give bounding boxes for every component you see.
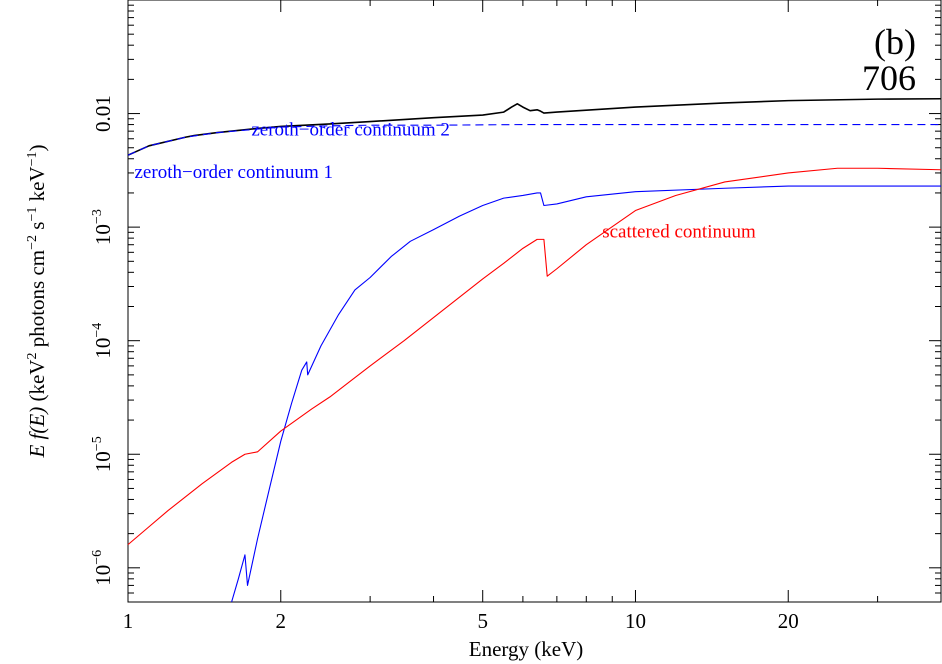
series-line-3 [231,185,941,603]
annotation-label: zeroth−order continuum 1 [135,162,334,183]
y-label-close: ) [25,144,49,151]
y-label-open: (keV [25,360,49,407]
y-tick-base: 10 [91,451,115,472]
x-tick-label: 1 [123,609,134,633]
y-label-expm2: −2 [25,235,40,250]
y-label-expm1: −1 [25,207,40,222]
y-tick-base: 10 [91,338,115,359]
y-tick-label: 10−4 [90,323,115,359]
y-tick-label: 10−5 [90,436,115,472]
y-label-exp2: 2 [25,353,40,360]
panel-label: (b) [874,22,916,62]
y-tick-label: 10−3 [90,209,115,245]
annotation-label: scattered continuum [602,222,756,243]
y-tick-exp: −4 [90,323,105,338]
y-label-kev: keV [25,166,49,206]
axis-ticks [127,0,942,603]
annotations: zeroth−order continuum 2 zeroth−order con… [135,120,756,243]
x-tick-label: 20 [778,609,799,633]
series-line-4 [127,167,942,546]
y-label-photons: photons cm [25,250,49,353]
y-tick-label: 10−6 [90,550,115,586]
annotation-label: zeroth−order continuum 2 [251,120,450,141]
y-label-fe: f(E) [25,407,49,440]
x-tick-label: 5 [477,609,488,633]
y-label-e: E [25,445,49,459]
y-tick-exp: −6 [90,550,105,565]
y-label-s: s [25,222,49,235]
y-tick-exp: −5 [90,436,105,451]
y-tick-base: 10 [91,224,115,245]
y-tick-label: 0.01 [91,95,115,132]
y-tick-base: 10 [91,565,115,586]
y-tick-exp: −3 [90,209,105,224]
series-line-2 [127,124,941,156]
plot-frame [127,0,942,603]
x-axis-label: Energy (keV) [469,637,584,661]
series-group [127,97,942,603]
panel-id: 706 [862,58,916,98]
x-tick-label: 10 [625,609,646,633]
y-label-expm1b: −1 [25,151,40,166]
series-line-1 [127,97,942,156]
y-axis-label: E f(E) (keV2 photons cm−2 s−1 keV−1) [25,144,49,458]
x-tick-label: 2 [276,609,287,633]
